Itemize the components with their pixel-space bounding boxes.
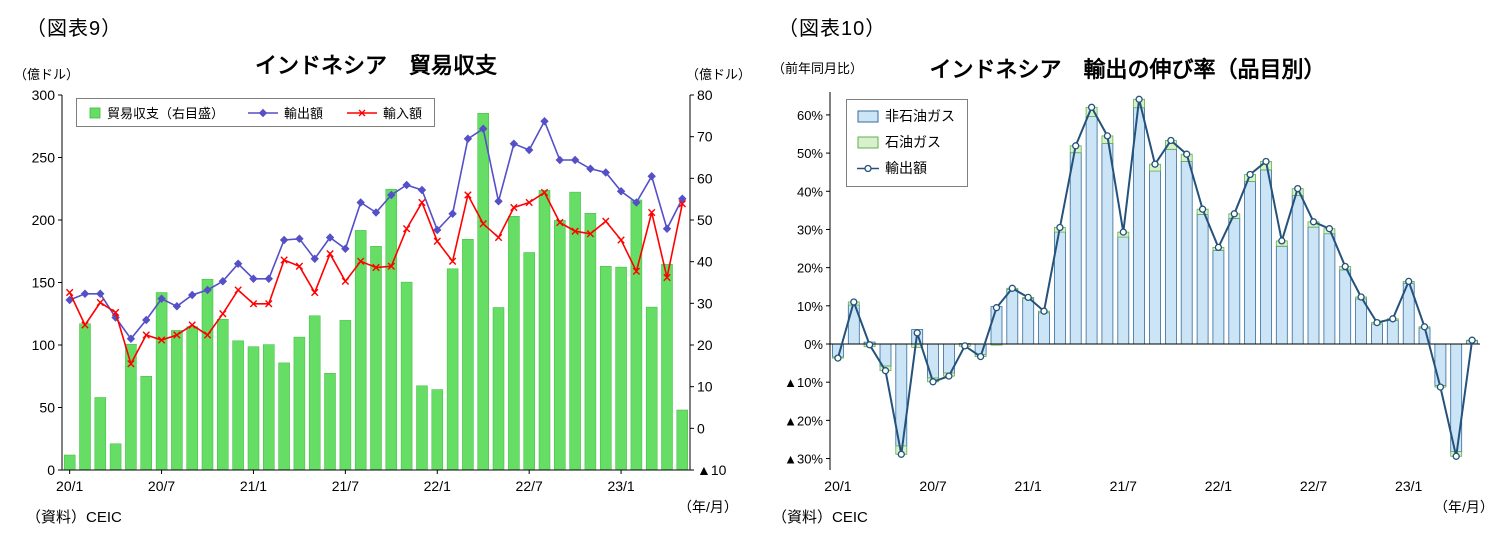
svg-text:300: 300 [32,87,56,103]
legend-item-trade-balance: 貿易収支（右目盛） [89,103,224,122]
svg-text:20/1: 20/1 [56,478,83,494]
legend-item-oil-gas: 石油ガス [857,132,955,152]
imports-line-swatch-icon [347,109,378,116]
figure10-title: インドネシア 輸出の伸び率（品目別） [929,57,1326,82]
svg-text:200: 200 [32,212,56,228]
svg-text:70: 70 [697,129,713,145]
svg-text:10: 10 [697,379,713,395]
svg-text:22/1: 22/1 [1205,478,1232,494]
figure9-x-axis-unit: （年/月） [678,499,738,515]
legend-item-imports: 輸入額 [347,103,422,122]
legend-label-exports: 輸出額 [284,106,324,121]
svg-text:22/7: 22/7 [1300,478,1327,494]
svg-text:150: 150 [32,275,56,291]
legend-label-imports: 輸入額 [383,106,423,121]
svg-text:40: 40 [697,254,713,270]
svg-text:▲20%: ▲20% [784,413,823,428]
svg-text:20%: 20% [797,261,823,276]
svg-text:20/7: 20/7 [919,478,946,494]
figure9-source: （資料）CEIC [26,509,122,526]
svg-text:21/7: 21/7 [1110,478,1137,494]
svg-text:20/1: 20/1 [824,478,851,494]
figure9-legend: 貿易収支（右目盛） 輸出額 輸入額 [76,98,436,127]
svg-text:50: 50 [39,400,55,416]
figure9-left-axis-unit: （億ドル） [14,67,80,82]
svg-text:50: 50 [697,212,713,228]
svg-text:21/1: 21/1 [1015,478,1042,494]
figure9-right-axis-unit: （億ドル） [686,67,752,82]
svg-text:60%: 60% [797,108,823,123]
svg-text:80: 80 [697,87,713,103]
svg-text:10%: 10% [797,299,823,314]
svg-text:0%: 0% [804,337,823,352]
trade-balance-chart: 30025020015010050080706050403020100▲1020… [32,87,727,494]
legend-item-export-line: 輸出額 [857,158,955,178]
svg-text:60: 60 [697,170,713,186]
svg-text:0: 0 [697,420,705,436]
trade-balance-bar-swatch-icon [89,107,101,118]
svg-text:0: 0 [47,462,55,478]
svg-text:21/1: 21/1 [240,478,267,494]
legend-label-trade-balance: 貿易収支（右目盛） [107,106,225,121]
svg-text:23/1: 23/1 [1395,478,1422,494]
legend-item-exports: 輸出額 [248,103,323,122]
legend-label-export-line: 輸出額 [885,160,927,176]
figure9-title: インドネシア 貿易収支 [254,53,497,78]
svg-text:23/1: 23/1 [607,478,634,494]
legend-label-non-oil-gas: 非石油ガス [885,108,955,124]
svg-text:250: 250 [32,150,56,166]
svg-text:30%: 30% [797,222,823,237]
figure9-panel: 300 250 200 150 100 50 0 80 70 60 50 40 30 20 10 0 ▲10 20… [14,18,752,526]
figure10-x-axis-unit: （年/月） [1434,499,1494,515]
svg-text:▲10: ▲10 [697,462,727,478]
figure10-y-axis-unit: （前年同月比） [772,61,864,76]
svg-text:50%: 50% [797,146,823,161]
svg-text:22/1: 22/1 [424,478,451,494]
svg-text:20/7: 20/7 [148,478,175,494]
figure10-legend: 非石油ガス 石油ガス 輸出額 [846,99,968,187]
svg-text:22/7: 22/7 [516,478,543,494]
svg-text:▲10%: ▲10% [784,375,823,390]
legend-item-non-oil-gas: 非石油ガス [857,106,955,126]
exports-line-swatch-icon [248,108,279,117]
export-growth-chart: 60% 50% 40% 30% 20% 10% 0% ▲10% ▲20% ▲30%20/1 20/7… [784,92,1480,494]
figure10-panel: 60% 50% 40% 30% 20% 10% 0% ▲10% ▲20% ▲30% 20/1 20/7… [752,0,1503,556]
oil-gas-bar-swatch-icon [857,136,879,148]
legend-label-oil-gas: 石油ガス [885,134,941,150]
svg-text:40%: 40% [797,184,823,199]
svg-text:30: 30 [697,295,713,311]
figure9-label: （図表9） [26,18,123,40]
non-oil-gas-bar-swatch-icon [857,110,879,122]
export-line-swatch-icon [857,164,879,172]
figure10-label: （図表10） [778,18,887,40]
svg-text:100: 100 [32,337,56,353]
svg-text:▲30%: ▲30% [784,452,823,467]
svg-text:20: 20 [697,337,713,353]
figure10-source: （資料）CEIC [772,509,868,526]
svg-text:21/7: 21/7 [332,478,359,494]
